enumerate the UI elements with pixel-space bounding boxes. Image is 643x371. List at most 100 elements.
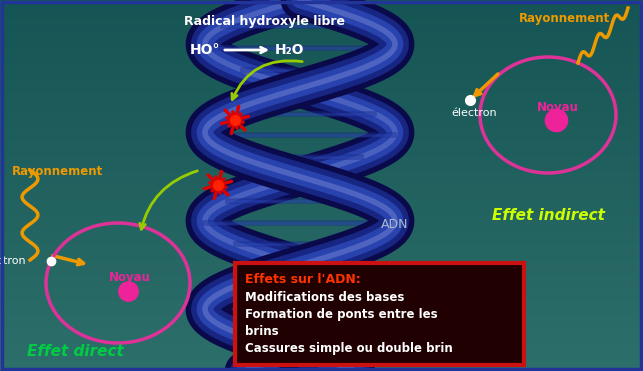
FancyBboxPatch shape <box>235 263 524 365</box>
Bar <box>0 334 643 339</box>
Text: ADN: ADN <box>381 219 409 232</box>
Bar <box>0 271 643 276</box>
Text: Effets sur l'ADN:: Effets sur l'ADN: <box>245 273 361 286</box>
Bar <box>0 70 643 75</box>
Bar <box>0 315 643 320</box>
Bar <box>0 163 643 168</box>
Bar <box>0 19 643 23</box>
Bar <box>0 56 643 60</box>
Bar <box>0 78 643 83</box>
Text: Noyau: Noyau <box>109 270 151 283</box>
Bar <box>0 100 643 105</box>
Bar <box>0 341 643 346</box>
Bar <box>0 171 643 175</box>
Bar <box>0 174 643 179</box>
Bar <box>0 152 643 157</box>
Bar <box>0 0 643 5</box>
Bar <box>0 256 643 261</box>
Bar <box>0 26 643 31</box>
Bar <box>0 119 643 124</box>
Bar <box>0 226 643 231</box>
Bar <box>0 85 643 90</box>
Text: Effet direct: Effet direct <box>26 345 123 359</box>
Bar <box>0 204 643 209</box>
Bar <box>0 74 643 79</box>
Bar <box>0 275 643 279</box>
Bar <box>0 11 643 16</box>
Bar <box>0 319 643 324</box>
Bar <box>0 59 643 64</box>
Bar <box>0 104 643 109</box>
Bar <box>0 215 643 220</box>
Bar <box>0 282 643 287</box>
Bar <box>0 141 643 146</box>
Bar <box>0 245 643 250</box>
Bar <box>0 134 643 138</box>
Bar <box>0 260 643 265</box>
Bar <box>0 126 643 131</box>
Bar <box>0 237 643 242</box>
Bar <box>0 278 643 283</box>
Bar <box>0 234 643 239</box>
Bar <box>0 308 643 313</box>
Bar <box>0 96 643 101</box>
Bar <box>0 167 643 172</box>
Bar <box>0 37 643 42</box>
Text: Cassures simple ou double brin: Cassures simple ou double brin <box>245 342 453 355</box>
Bar <box>0 349 643 354</box>
Bar <box>0 22 643 27</box>
Text: Rayonnement: Rayonnement <box>519 12 610 25</box>
Bar <box>0 364 643 368</box>
Text: Effet indirect: Effet indirect <box>491 207 604 223</box>
Bar <box>0 182 643 187</box>
Bar <box>0 211 643 216</box>
Bar <box>0 122 643 127</box>
Bar <box>0 241 643 246</box>
Bar <box>0 293 643 298</box>
Bar <box>0 189 643 194</box>
Text: Modifications des bases: Modifications des bases <box>245 291 404 304</box>
Bar <box>0 67 643 72</box>
Text: électron: électron <box>0 256 26 266</box>
Bar <box>0 130 643 135</box>
Bar <box>0 200 643 205</box>
Bar <box>0 148 643 153</box>
Bar <box>0 297 643 302</box>
Bar <box>0 186 643 190</box>
Bar <box>0 352 643 357</box>
Bar <box>0 15 643 20</box>
Bar <box>0 301 643 305</box>
Text: HO°: HO° <box>190 43 221 57</box>
Bar <box>0 286 643 290</box>
Bar <box>0 41 643 46</box>
Bar <box>0 89 643 94</box>
Bar <box>0 304 643 309</box>
Bar <box>0 82 643 86</box>
Bar <box>0 289 643 294</box>
Bar <box>0 45 643 49</box>
Bar <box>0 230 643 235</box>
Bar <box>0 48 643 53</box>
Bar <box>0 323 643 328</box>
Bar <box>0 356 643 361</box>
Bar <box>0 267 643 272</box>
Bar <box>0 330 643 335</box>
Bar <box>0 7 643 12</box>
Bar <box>0 338 643 342</box>
Bar <box>0 252 643 257</box>
Bar <box>0 4 643 9</box>
Bar <box>0 178 643 183</box>
Bar <box>0 63 643 68</box>
Bar <box>0 52 643 57</box>
Bar <box>0 145 643 150</box>
Text: électron: électron <box>451 108 497 118</box>
Bar <box>0 249 643 253</box>
Bar <box>0 108 643 112</box>
Text: brins: brins <box>245 325 278 338</box>
Bar <box>0 326 643 331</box>
Bar <box>0 111 643 116</box>
Text: Radical hydroxyle libre: Radical hydroxyle libre <box>185 16 345 29</box>
Bar <box>0 193 643 198</box>
Bar <box>0 160 643 164</box>
Text: Noyau: Noyau <box>537 101 579 114</box>
